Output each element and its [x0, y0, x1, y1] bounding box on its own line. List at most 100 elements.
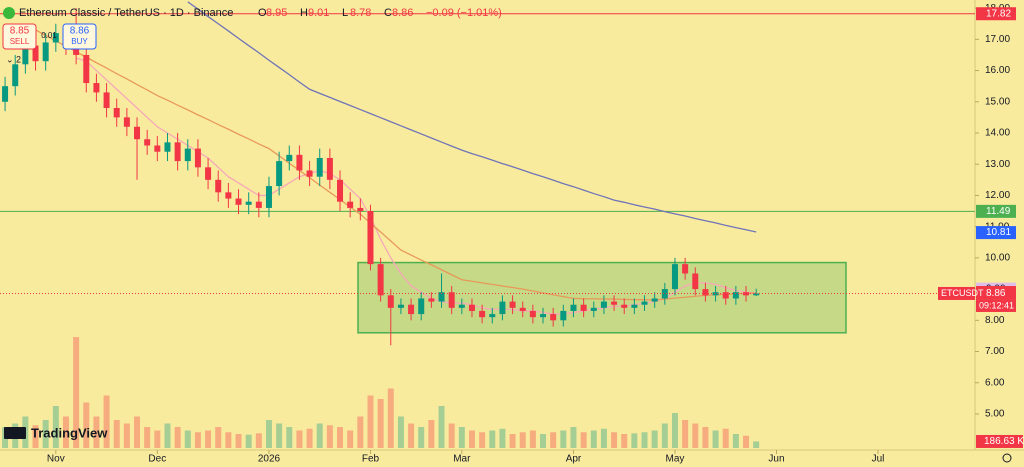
volume-bar	[42, 420, 49, 448]
y-tick-label: 16.00	[985, 65, 1010, 76]
candle-body	[245, 201, 252, 205]
volume-bar	[590, 430, 597, 448]
y-tick-label: 8.00	[985, 315, 1005, 326]
volume-bar	[32, 425, 39, 448]
candle-body	[265, 186, 272, 208]
candle-body	[255, 201, 262, 208]
overlay: Ethereum Classic / TetherUS · 1D · Binan…	[2, 7, 1024, 463]
indicator-count[interactable]: 2	[16, 54, 21, 64]
y-tick-label: 6.00	[985, 377, 1005, 388]
volume-bar	[702, 427, 709, 448]
volume-bar	[428, 420, 435, 448]
volume-bar	[509, 434, 516, 448]
candle-body	[540, 314, 547, 318]
candle-body	[509, 301, 516, 308]
volume-bar	[570, 427, 577, 448]
volume-bar	[255, 433, 262, 448]
countdown-bg	[976, 299, 1016, 312]
volume-bar	[316, 423, 323, 448]
ohlc-value: 8.78	[350, 7, 371, 19]
volume-bar	[641, 432, 648, 448]
candle-body	[479, 310, 486, 318]
y-tick-label: 15.00	[985, 96, 1010, 107]
volume-bar	[347, 430, 354, 448]
volume-bar	[479, 432, 486, 448]
volume-bar	[651, 430, 658, 448]
candle-body	[692, 273, 699, 290]
candle-body	[316, 157, 323, 177]
candle-body	[306, 170, 313, 177]
volume-bar	[550, 432, 557, 448]
candle-body	[570, 304, 577, 311]
candle-body	[651, 298, 658, 302]
volume-bar	[296, 430, 303, 448]
volume-bar	[489, 430, 496, 448]
moving-average	[187, 1, 757, 233]
candle-body	[458, 304, 465, 308]
candle-body	[489, 314, 496, 318]
x-tick-label: Jun	[768, 454, 784, 465]
candle-body	[408, 304, 415, 315]
logo-mark	[4, 427, 26, 439]
candle-body	[113, 108, 120, 118]
candle-body	[42, 42, 49, 62]
volume-bar	[519, 432, 526, 448]
volume-bar	[357, 416, 364, 448]
volume-bar	[600, 428, 607, 448]
y-tick-label: 14.00	[985, 128, 1010, 139]
volume-bar	[73, 337, 80, 448]
candle-body	[377, 264, 384, 296]
countdown: 09:12:41	[979, 300, 1014, 310]
x-tick-label: Dec	[148, 454, 166, 465]
candle-body	[712, 292, 719, 296]
candle-body	[93, 83, 100, 93]
y-tick-label: 17.00	[985, 34, 1010, 45]
volume-bar	[529, 430, 536, 448]
volume-bar	[265, 420, 272, 448]
volume-bar	[83, 402, 90, 448]
volume-bar	[671, 413, 678, 448]
candle-body	[225, 192, 232, 199]
volume-bar	[712, 430, 719, 448]
settings-icon[interactable]	[1002, 453, 1012, 463]
candle-body	[22, 45, 29, 65]
volume-label: 186.63 K	[984, 436, 1024, 447]
candle-body	[448, 292, 455, 308]
indicator-toggle[interactable]: ⌄	[6, 54, 14, 64]
sell-button[interactable]	[2, 23, 37, 50]
title: Ethereum Classic / TetherUS · 1D · Binan…	[19, 7, 233, 19]
buy-button[interactable]	[62, 23, 97, 50]
price-label: 8.86	[986, 288, 1006, 299]
ohlc-value: 8.86	[392, 7, 413, 19]
volume-bar	[194, 432, 201, 448]
volume-bar	[164, 423, 171, 448]
x-tick-label: Jul	[872, 454, 885, 465]
volume-bar	[743, 435, 750, 448]
volume-bar	[286, 427, 293, 448]
ohlc: O 8.95 H 9.01 L 8.78 C 8.86 −0.09 (−1.01%)	[258, 7, 502, 19]
y-tick-label: 13.00	[985, 159, 1010, 170]
volume-bar	[560, 430, 567, 448]
symbol-label-bg	[938, 286, 975, 300]
y-tick-label: 5.00	[985, 409, 1005, 420]
candle-body	[52, 33, 59, 43]
volume-bar	[62, 416, 69, 448]
ohlc-key: O	[258, 7, 267, 19]
candle-body	[529, 310, 536, 318]
x-tick-label: Mar	[453, 454, 471, 465]
y-tick-label: 7.00	[985, 346, 1005, 357]
candle-body	[2, 86, 9, 102]
candle-body	[661, 289, 668, 299]
candle-body	[418, 298, 425, 315]
volume-bar	[418, 427, 425, 448]
volume-bar	[225, 432, 232, 448]
candle-body	[702, 289, 709, 296]
candle-body	[519, 307, 526, 311]
volume-bar	[326, 425, 333, 448]
moving-average	[35, 29, 757, 301]
y-tick-label: 10.00	[985, 253, 1010, 264]
candle-body	[134, 126, 141, 140]
candle-body	[743, 292, 750, 296]
volume-bar	[103, 395, 110, 448]
